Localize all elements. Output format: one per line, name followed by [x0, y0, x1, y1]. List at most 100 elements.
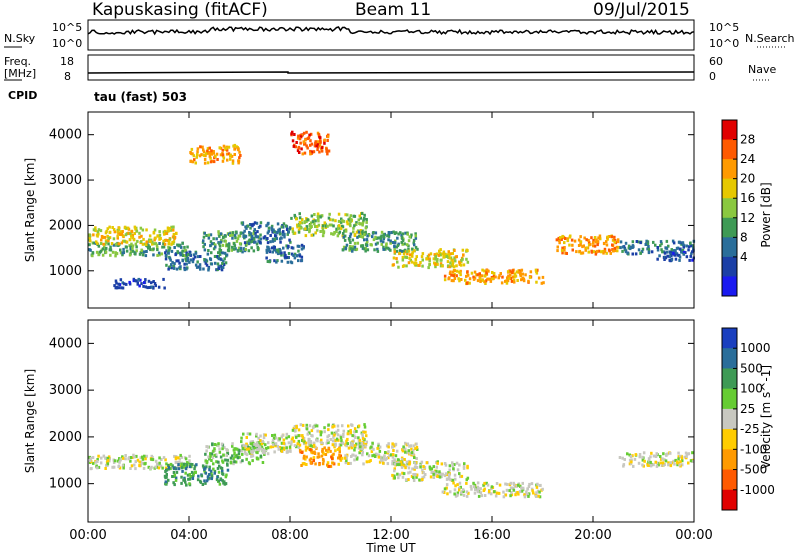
range-cell: [305, 463, 308, 466]
range-cell: [247, 449, 251, 453]
range-cell: [268, 260, 271, 264]
range-cell: [265, 447, 268, 450]
range-cell: [398, 473, 402, 477]
range-cell: [400, 457, 404, 461]
range-cell: [96, 458, 99, 461]
range-cell: [174, 456, 178, 460]
range-cell: [342, 235, 345, 239]
range-cell: [286, 232, 289, 236]
range-cell: [619, 246, 622, 250]
velocity-data: [88, 423, 695, 499]
range-cell: [231, 231, 235, 235]
range-cell: [511, 269, 514, 273]
range-cell: [510, 279, 514, 283]
range-cell: [226, 243, 229, 247]
range-cell: [238, 455, 241, 459]
range-cell: [276, 248, 280, 252]
range-cell: [259, 240, 262, 244]
xtick-label: 04:00: [170, 528, 207, 543]
range-cell: [306, 146, 309, 150]
range-cell: [212, 467, 215, 471]
range-cell: [536, 268, 539, 272]
range-cell: [387, 445, 390, 449]
range-cell: [257, 436, 260, 440]
range-cell: [202, 267, 205, 271]
range-cell: [231, 444, 234, 448]
range-cell: [218, 447, 221, 451]
range-cell: [138, 284, 141, 288]
range-cell: [133, 455, 136, 459]
range-cell: [131, 233, 135, 237]
range-cell: [344, 461, 348, 465]
range-cell: [188, 482, 191, 486]
range-cell: [213, 447, 216, 451]
range-cell: [655, 452, 658, 456]
range-cell: [392, 230, 395, 234]
range-cell: [458, 472, 461, 476]
range-cell: [196, 478, 200, 482]
range-cell: [414, 257, 417, 261]
range-cell: [678, 255, 682, 259]
range-cell: [189, 159, 193, 163]
range-cell: [397, 265, 400, 269]
range-cell: [288, 238, 291, 242]
range-cell: [246, 432, 250, 436]
colorbar-swatch: [722, 120, 737, 141]
range-cell: [413, 467, 416, 471]
range-cell: [519, 272, 522, 276]
range-cell: [404, 478, 408, 482]
xtick-label: 16:00: [473, 528, 510, 543]
range-cell: [308, 133, 311, 137]
range-cell: [597, 249, 601, 253]
range-cell: [119, 278, 123, 282]
range-cell: [181, 249, 184, 253]
range-cell: [165, 263, 168, 267]
range-cell: [470, 271, 474, 275]
range-cell: [276, 444, 280, 448]
range-cell: [337, 456, 340, 460]
range-cell: [676, 253, 679, 257]
range-cell: [100, 238, 103, 242]
range-cell: [436, 262, 439, 266]
range-cell: [585, 238, 588, 242]
range-cell: [317, 219, 320, 223]
range-cell: [391, 473, 394, 477]
range-cell: [256, 230, 259, 234]
range-cell: [217, 444, 220, 448]
range-cell: [301, 423, 305, 427]
range-cell: [460, 474, 464, 478]
range-cell: [316, 148, 319, 152]
range-cell: [226, 462, 229, 466]
range-cell: [616, 240, 620, 244]
range-cell: [125, 240, 129, 244]
range-cell: [643, 459, 646, 463]
range-cell: [218, 252, 222, 256]
range-cell: [237, 248, 240, 252]
range-cell: [438, 472, 442, 476]
range-cell: [393, 467, 396, 471]
range-cell: [451, 252, 454, 255]
range-cell: [271, 250, 274, 254]
range-cell: [357, 446, 361, 450]
range-cell: [147, 244, 150, 248]
range-cell: [275, 237, 278, 241]
range-cell: [302, 246, 305, 250]
range-cell: [244, 452, 247, 456]
range-cell: [637, 461, 641, 465]
range-cell: [165, 462, 168, 466]
range-cell: [119, 230, 122, 234]
range-cell: [239, 246, 243, 250]
range-cell: [118, 457, 121, 461]
range-cell: [687, 245, 691, 249]
range-cell: [404, 447, 407, 451]
range-cell: [364, 243, 368, 247]
range-cell: [449, 490, 452, 494]
range-cell: [579, 243, 582, 247]
range-cell: [238, 242, 242, 246]
range-cell: [152, 247, 155, 251]
range-cell: [654, 455, 658, 458]
range-cell: [240, 449, 243, 453]
range-cell: [647, 460, 650, 464]
range-cell: [107, 242, 110, 246]
range-cell: [325, 147, 328, 151]
